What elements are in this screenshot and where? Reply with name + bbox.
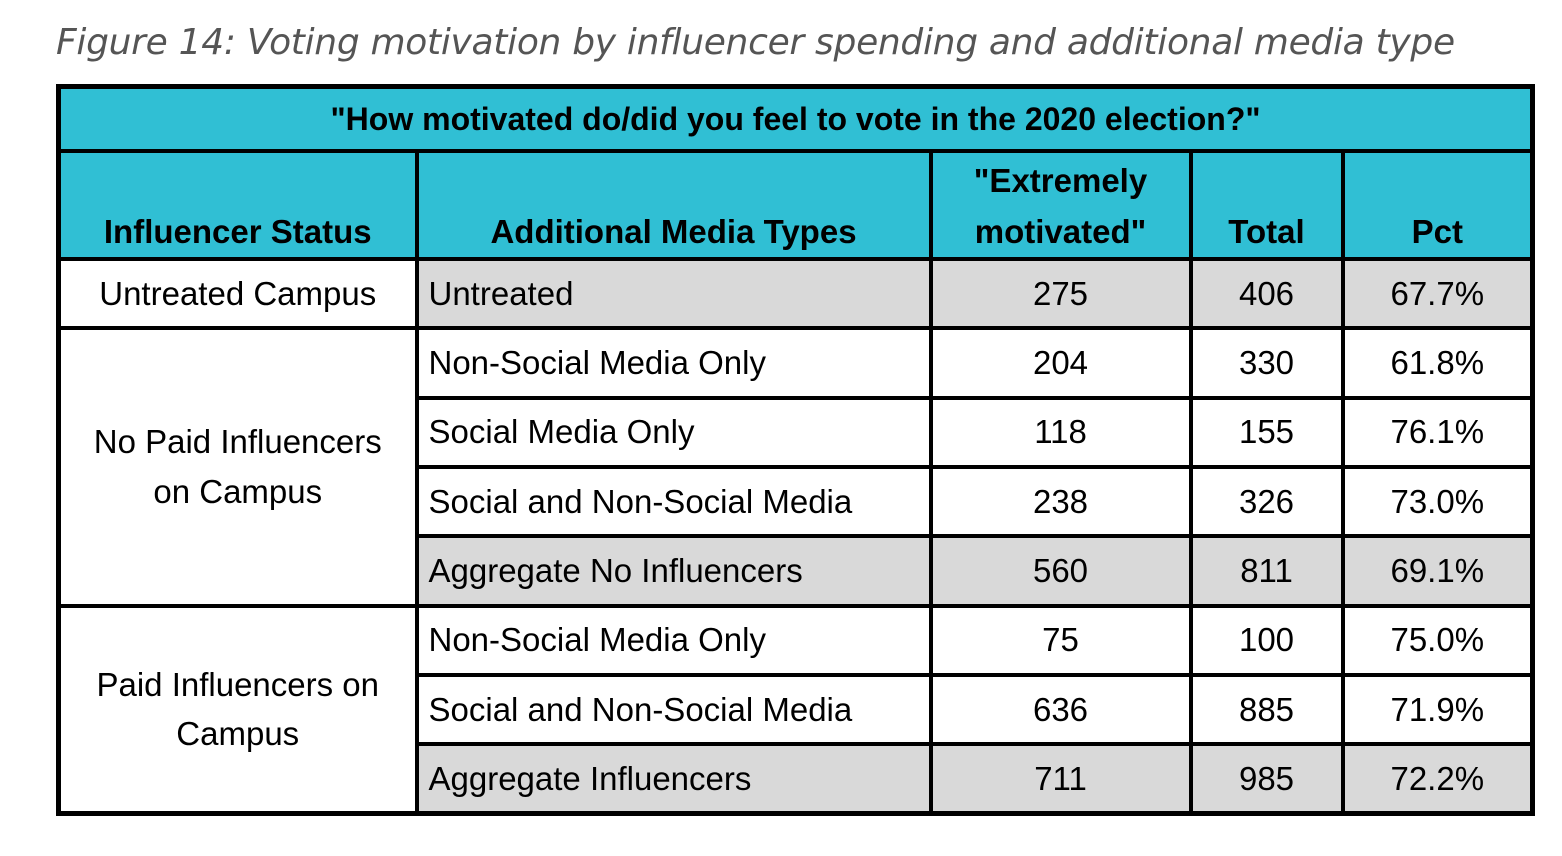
column-header-row: Influencer Status Additional Media Types… [56,149,1535,261]
media-cell: Non-Social Media Only [414,326,933,400]
table-row: Social and Non-Social Media 636 885 71.9… [59,672,1535,747]
table-row: No Paid Influencers on Campus Non-Social… [56,326,1535,608]
total-cell: 885 [1188,672,1345,747]
extreme-cell: 711 [928,742,1193,816]
pct-cell: 67.7% [1340,256,1535,331]
status-no-paid-influencers: No Paid Influencers on Campus [56,326,419,608]
pct-cell: 75.0% [1340,603,1535,677]
status-paid-influencers: Paid Influencers on Campus [56,603,419,816]
extreme-cell: 204 [928,326,1193,400]
motivation-table: "How motivated do/did you feel to vote i… [56,84,1536,816]
figure-caption: Figure 14: Voting motivation by influenc… [56,22,1455,63]
table-title-row: "How motivated do/did you feel to vote i… [56,84,1535,153]
header-pct: Pct [1340,149,1535,261]
header-extremely-line2: motivated" [974,212,1147,250]
media-cell: Social and Non-Social Media [414,672,933,747]
pct-cell: 71.9% [1340,672,1535,747]
total-cell: 406 [1188,256,1345,331]
total-cell: 326 [1188,464,1345,539]
table-row: Social Media Only 118 155 76.1% [59,395,1535,469]
extreme-cell: 275 [928,256,1193,331]
total-cell: 155 [1188,395,1345,469]
table-row: Aggregate Influencers 711 985 72.2% [59,742,1535,816]
header-extremely-motivated: "Extremely motivated" [928,149,1193,261]
media-cell: Social Media Only [414,395,933,469]
pct-cell: 73.0% [1340,464,1535,539]
pct-cell: 69.1% [1340,534,1535,608]
extreme-cell: 636 [928,672,1193,747]
pct-cell: 72.2% [1340,742,1535,816]
total-cell: 985 [1188,742,1345,816]
table-row: Social and Non-Social Media 238 326 73.0… [59,464,1535,539]
total-cell: 811 [1188,534,1345,608]
table-row: Aggregate No Influencers 560 811 69.1% [59,534,1535,608]
extreme-cell: 75 [928,603,1193,677]
pct-cell: 76.1% [1340,395,1535,469]
media-cell: Aggregate No Influencers [414,534,933,608]
header-extremely-line1: "Extremely [973,161,1148,199]
table-row: Untreated Campus Untreated 275 406 67.7% [56,256,1535,331]
media-cell: Non-Social Media Only [414,603,933,677]
header-total: Total [1188,149,1345,261]
media-cell: Social and Non-Social Media [414,464,933,539]
status-untreated-campus: Untreated Campus [56,256,419,331]
total-cell: 330 [1188,326,1345,400]
header-influencer-status: Influencer Status [56,149,419,261]
pct-cell: 61.8% [1340,326,1535,400]
extreme-cell: 238 [928,464,1193,539]
media-cell: Untreated [414,256,933,331]
header-media-types: Additional Media Types [414,149,933,261]
extreme-cell: 118 [928,395,1193,469]
table-row: Paid Influencers on Campus Non-Social Me… [56,603,1535,816]
extreme-cell: 560 [928,534,1193,608]
media-cell: Aggregate Influencers [414,742,933,816]
total-cell: 100 [1188,603,1345,677]
table-title: "How motivated do/did you feel to vote i… [56,84,1535,153]
